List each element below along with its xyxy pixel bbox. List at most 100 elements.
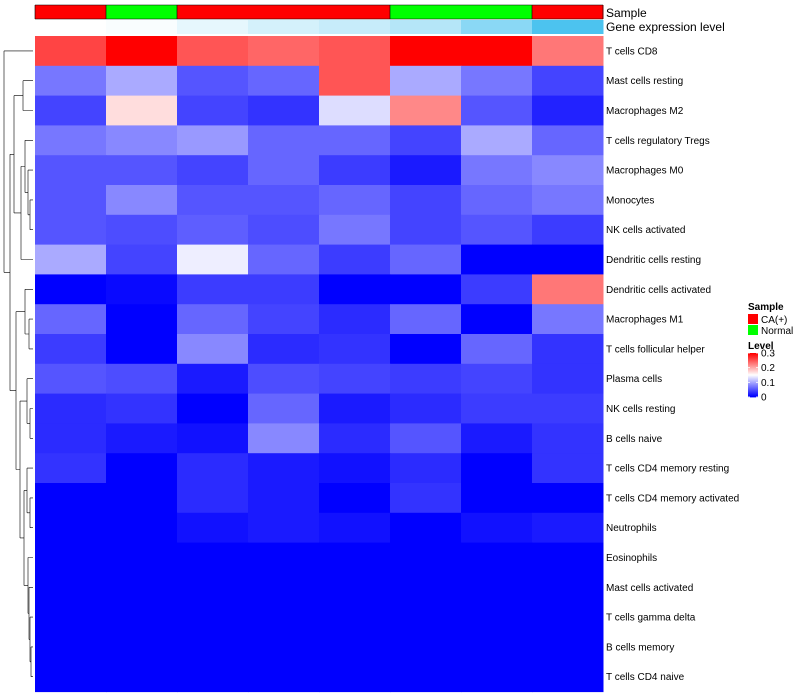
legend-colorbar-step (748, 383, 758, 385)
heatmap-cell (461, 95, 533, 126)
heatmap-cell (319, 512, 391, 544)
heatmap-cell (248, 363, 320, 395)
heatmap-cell (177, 125, 249, 156)
heatmap-cell (35, 244, 107, 275)
expression-annotation-cell (177, 20, 249, 34)
legend-colorbar-step (748, 377, 758, 379)
heatmap-cell (248, 661, 320, 693)
heatmap-cell (177, 334, 249, 365)
legend-colorbar-step (748, 378, 758, 380)
legend-entry-label: CA(+) (761, 315, 787, 326)
heatmap-cell (390, 542, 462, 573)
heatmap-cell (319, 65, 391, 97)
heatmap-cell (532, 393, 604, 424)
legend: Sample CA(+)Normal Level 0.3 0.2 0.1 0 (748, 302, 793, 404)
heatmap-cell (390, 36, 462, 67)
heatmap-cell (35, 304, 107, 335)
heatmap-cell (248, 542, 320, 573)
heatmap-cell (390, 125, 462, 156)
row-label: Macrophages M2 (606, 106, 684, 117)
legend-colorbar-step (748, 361, 758, 363)
legend-sample-title: Sample (748, 302, 784, 313)
heatmap-cell (35, 572, 107, 603)
heatmap-cell (35, 661, 107, 693)
row-label: T cells gamma delta (606, 613, 696, 624)
heatmap-cell (35, 185, 107, 216)
heatmap-cell (532, 512, 604, 544)
heatmap-cell (248, 453, 320, 484)
sample-annotation-cell (106, 5, 178, 19)
heatmap-cell (248, 393, 320, 424)
heatmap-cell (35, 483, 107, 514)
row-label: Macrophages M0 (606, 166, 684, 177)
legend-colorbar-step (748, 371, 758, 373)
expression-annotation-cell (319, 20, 391, 34)
heatmap-cell (248, 274, 320, 305)
heatmap-cell (106, 36, 178, 67)
heatmap-cell (106, 393, 178, 424)
heatmap-cell (532, 661, 604, 693)
sample-annotation-cell (319, 5, 391, 19)
heatmap-cell (248, 572, 320, 603)
heatmap-cell (461, 334, 533, 365)
legend-colorbar-step (748, 372, 758, 374)
heatmap-cell (35, 602, 107, 633)
sample-annotation-cell (177, 5, 249, 19)
legend-colorbar-step (748, 367, 758, 369)
legend-colorbar-step (748, 358, 758, 360)
heatmap-cell (319, 36, 391, 67)
heatmap-cell (532, 244, 604, 275)
heatmap-cell (532, 632, 604, 663)
heatmap-cell (319, 304, 391, 335)
heatmap-cell (248, 304, 320, 335)
heatmap-cell (319, 334, 391, 365)
heatmap-cell (248, 483, 320, 514)
row-label: Eosinophils (606, 553, 657, 564)
heatmap-cell (106, 125, 178, 156)
legend-colorbar-step (748, 355, 758, 357)
row-label: NK cells activated (606, 225, 685, 236)
heatmap-cell (461, 483, 533, 514)
heatmap-cell (177, 423, 249, 454)
heatmap-cell (35, 363, 107, 395)
legend-level-title: Level (748, 341, 774, 352)
legend-tick-label: 0.3 (761, 349, 775, 360)
heatmap-cell (319, 274, 391, 305)
heatmap-cell (106, 65, 178, 97)
heatmap-cell (532, 304, 604, 335)
legend-colorbar-step (748, 365, 758, 367)
heatmap-cell (177, 512, 249, 544)
heatmap-cell (532, 125, 604, 156)
heatmap-cell (390, 393, 462, 424)
legend-colorbar-step (748, 370, 758, 372)
sample-annotation-cell (35, 5, 107, 19)
heatmap-cell (461, 244, 533, 275)
legend-colorbar-step (748, 389, 758, 391)
heatmap-cell (35, 274, 107, 305)
heatmap-cell (532, 95, 604, 126)
heatmap-cell (390, 572, 462, 603)
row-label: T cells CD8 (606, 46, 658, 57)
heatmap-cell (390, 334, 462, 365)
heatmap-cell (177, 304, 249, 335)
legend-colorbar-step (748, 353, 758, 355)
legend-colorbar-step (748, 382, 758, 384)
heatmap-cell (248, 244, 320, 275)
heatmap-cell (461, 36, 533, 67)
heatmap-cell (35, 423, 107, 454)
legend-colorbar-step (748, 375, 758, 377)
legend-colorbar-step (748, 393, 758, 395)
heatmap-cell (106, 423, 178, 454)
heatmap-cell (177, 453, 249, 484)
row-label: T cells CD4 memory resting (606, 464, 729, 475)
legend-colorbar-step (748, 360, 758, 362)
heatmap-cell (461, 393, 533, 424)
heatmap-cell (177, 661, 249, 693)
heatmap-cell (319, 661, 391, 693)
expression-annotation-cell (106, 20, 178, 34)
heatmap-cell (390, 185, 462, 216)
heatmap-cell (461, 65, 533, 97)
heatmap-cell (248, 423, 320, 454)
heatmap-cell (461, 185, 533, 216)
